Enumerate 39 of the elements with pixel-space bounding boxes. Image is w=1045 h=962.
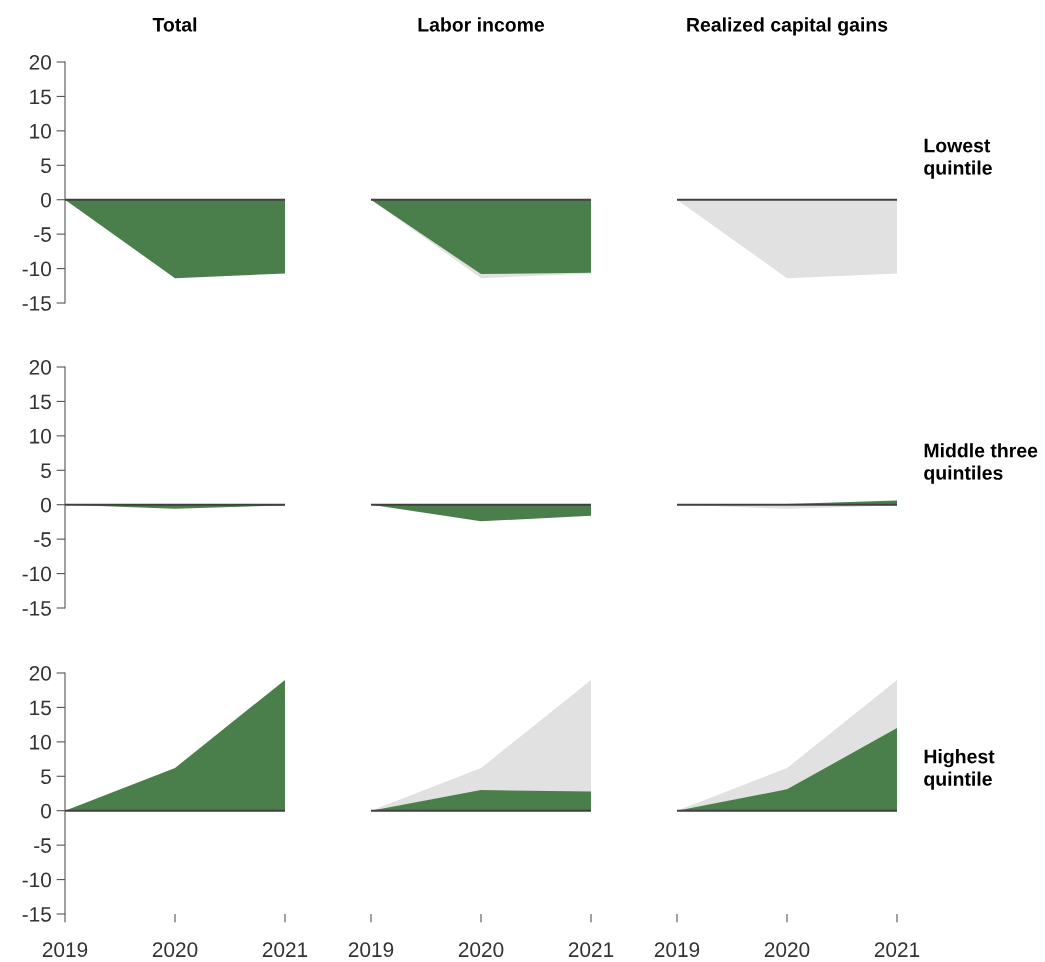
y-tick-label: 20 — [29, 360, 51, 375]
x-tick-label: 2020 — [152, 942, 198, 958]
x-tick-label: 2019 — [42, 942, 88, 958]
x-tick-label: 2021 — [568, 942, 614, 958]
x-tick-label: 2020 — [764, 942, 810, 958]
x-tick-label: 2019 — [654, 942, 700, 958]
text: Middle three quintiles — [924, 443, 1038, 484]
y-tick-label: 0 — [41, 192, 51, 208]
y-tick-label: 5 — [41, 463, 51, 479]
y-tick-label: 20 — [29, 55, 51, 70]
y-tick-label: -10 — [22, 872, 51, 888]
y-tick-label: -5 — [34, 227, 51, 242]
y-tick-label: 5 — [41, 158, 51, 174]
text: Highest quintile — [924, 749, 995, 790]
x-tick-label: 2021 — [874, 942, 920, 958]
y-tick-label: 10 — [30, 734, 51, 750]
y-tick-label: 15 — [30, 394, 51, 410]
chart-title: Total — [152, 17, 197, 32]
x-tick-label: 2020 — [458, 942, 504, 958]
y-tick-label: -5 — [34, 838, 51, 853]
y-tick-label: -10 — [22, 566, 51, 582]
y-tick-label: -5 — [34, 532, 51, 547]
y-tick-label: 15 — [30, 89, 51, 105]
y-tick-label: 15 — [30, 700, 51, 716]
chart-title: Realized capital gains — [687, 17, 888, 36]
y-tick-label: 10 — [30, 123, 51, 139]
text: Lowest quintile — [924, 138, 992, 179]
y-tick-label: -15 — [22, 907, 51, 922]
y-tick-label: 5 — [41, 769, 51, 785]
x-tick-label: 2019 — [348, 942, 394, 958]
y-tick-label: 10 — [30, 428, 51, 444]
y-tick-label: -15 — [22, 601, 51, 616]
chart-title: Labor income — [418, 17, 545, 32]
y-tick-label: 0 — [41, 803, 51, 819]
x-tick-label: 2021 — [262, 942, 308, 958]
y-tick-label: -10 — [22, 261, 51, 277]
y-tick-label: -15 — [22, 296, 51, 311]
y-tick-label: 20 — [29, 666, 51, 681]
y-tick-label: 0 — [41, 497, 51, 513]
